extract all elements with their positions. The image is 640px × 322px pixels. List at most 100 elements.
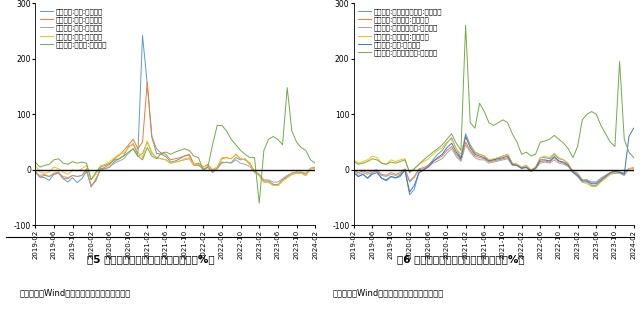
出口金额:箱包及类似容器:当月同比 <box>452 147 460 151</box>
出口金额:箱包及类似容器:当月同比 <box>410 187 418 191</box>
出口金额:箱包及类似容器:当月同比 <box>462 132 470 136</box>
出口金额:机电产品:当月同比 <box>350 168 358 172</box>
出口金额:欧盟:当月同比 <box>92 177 100 181</box>
出口金额:欧盟:当月同比 <box>311 166 319 170</box>
出口金额:俄罗斯:当月同比 <box>97 165 104 169</box>
出口金额:机电产品:当月同比 <box>504 156 511 160</box>
出口金额:日本:当月同比 <box>190 164 198 167</box>
出口金额:俄罗斯:当月同比 <box>255 201 263 205</box>
出口金额:集成电路:当月同比 <box>522 164 530 167</box>
出口金额:箱包及类似容器:当月同比 <box>630 166 637 170</box>
出口金额:美国:当月同比 <box>92 179 100 183</box>
出口金额:高新技术产品:当月同比 <box>420 167 428 171</box>
出口金额:欧盟:当月同比 <box>87 185 95 189</box>
出口金额:俄罗斯:当月同比 <box>31 160 39 164</box>
出口金额:日本:当月同比 <box>284 174 291 177</box>
出口金额:汽车包括底盘:当月同比 <box>406 171 413 175</box>
出口金额:东盟:当月同比 <box>97 164 104 167</box>
出口金额:俄罗斯:当月同比 <box>129 147 137 151</box>
Line: 出口金额:汽车包括底盘:当月同比: 出口金额:汽车包括底盘:当月同比 <box>354 25 634 173</box>
出口金额:美国:当月同比 <box>311 165 319 169</box>
出口金额:东盟:当月同比 <box>186 156 193 160</box>
出口金额:高新技术产品:当月同比 <box>452 155 460 158</box>
Line: 出口金额:欧盟:当月同比: 出口金额:欧盟:当月同比 <box>35 82 315 187</box>
出口金额:俄罗斯:当月同比 <box>311 161 319 165</box>
出口金额:美国:当月同比 <box>134 152 141 156</box>
出口金额:欧盟:当月同比 <box>101 165 109 169</box>
出口金额:高新技术产品:当月同比 <box>508 164 516 167</box>
出口金额:箱包及类似容器:当月同比 <box>602 176 609 180</box>
出口金额:俄罗斯:当月同比 <box>180 147 188 151</box>
出口金额:集成电路:当月同比 <box>630 166 637 170</box>
出口金额:欧盟:当月同比 <box>31 170 39 174</box>
出口金额:东盟:当月同比 <box>311 166 319 170</box>
出口金额:东盟:当月同比 <box>143 139 151 143</box>
Line: 出口金额:箱包及类似容器:当月同比: 出口金额:箱包及类似容器:当月同比 <box>354 134 634 195</box>
出口金额:集成电路:当月同比 <box>448 137 456 141</box>
出口金额:机电产品:当月同比 <box>588 180 595 184</box>
Legend: 出口金额:箱包及类似容器:当月同比, 出口金额:机电产品:当月同比, 出口金额:高新技术产品:当月同比, 出口金额:集成电路:当月同比, 出口金额:鞋靴:当月同: 出口金额:箱包及类似容器:当月同比, 出口金额:机电产品:当月同比, 出口金额:… <box>357 7 444 58</box>
出口金额:机电产品:当月同比 <box>630 166 637 170</box>
出口金额:鞋靴:当月同比 <box>406 190 413 194</box>
出口金额:汽车包括底盘:当月同比 <box>508 132 516 136</box>
出口金额:箱包及类似容器:当月同比 <box>406 193 413 197</box>
出口金额:汽车包括底盘:当月同比 <box>452 141 460 145</box>
出口金额:日本:当月同比 <box>143 140 151 144</box>
出口金额:箱包及类似容器:当月同比 <box>508 161 516 165</box>
出口金额:东盟:当月同比 <box>31 164 39 167</box>
出口金额:欧盟:当月同比 <box>190 162 198 166</box>
出口金额:美国:当月同比 <box>209 171 216 175</box>
出口金额:鞋靴:当月同比 <box>630 126 637 130</box>
出口金额:机电产品:当月同比 <box>462 140 470 144</box>
出口金额:高新技术产品:当月同比 <box>602 174 609 177</box>
Line: 出口金额:机电产品:当月同比: 出口金额:机电产品:当月同比 <box>354 142 634 182</box>
出口金额:集成电路:当月同比 <box>504 152 511 156</box>
出口金额:汽车包括底盘:当月同比 <box>462 24 470 27</box>
出口金额:日本:当月同比 <box>134 155 141 158</box>
出口金额:美国:当月同比 <box>31 168 39 172</box>
Line: 出口金额:东盟:当月同比: 出口金额:东盟:当月同比 <box>35 141 315 185</box>
出口金额:欧盟:当月同比 <box>134 147 141 151</box>
出口金额:鞋靴:当月同比 <box>597 178 605 182</box>
出口金额:东盟:当月同比 <box>204 164 212 167</box>
出口金额:日本:当月同比 <box>31 171 39 175</box>
出口金额:箱包及类似容器:当月同比 <box>420 168 428 172</box>
出口金额:美国:当月同比 <box>139 33 147 37</box>
出口金额:日本:当月同比 <box>101 167 109 171</box>
出口金额:鞋靴:当月同比 <box>410 184 418 187</box>
出口金额:高新技术产品:当月同比 <box>406 180 413 184</box>
出口金额:机电产品:当月同比 <box>522 165 530 169</box>
出口金额:美国:当月同比 <box>190 162 198 166</box>
出口金额:高新技术产品:当月同比 <box>630 167 637 171</box>
出口金额:高新技术产品:当月同比 <box>527 170 535 174</box>
出口金额:鞋靴:当月同比 <box>452 150 460 154</box>
出口金额:东盟:当月同比 <box>87 178 95 182</box>
出口金额:高新技术产品:当月同比 <box>462 143 470 147</box>
出口金额:集成电路:当月同比 <box>406 171 413 175</box>
出口金额:箱包及类似容器:当月同比 <box>350 171 358 175</box>
出口金额:集成电路:当月同比 <box>462 135 470 138</box>
出口金额:美国:当月同比 <box>87 184 95 187</box>
出口金额:鞋靴:当月同比 <box>350 171 358 175</box>
出口金额:欧盟:当月同比 <box>143 80 151 84</box>
Text: 数据来源：Wind，北京大学国民经济研究中心: 数据来源：Wind，北京大学国民经济研究中心 <box>19 289 131 298</box>
Line: 出口金额:美国:当月同比: 出口金额:美国:当月同比 <box>35 35 315 185</box>
出口金额:机电产品:当月同比 <box>448 145 456 148</box>
Text: 数据来源：Wind，北京大学国民经济研究中心: 数据来源：Wind，北京大学国民经济研究中心 <box>333 289 444 298</box>
Text: 图5 中国对主要经济体出口同比增速（%）: 图5 中国对主要经济体出口同比增速（%） <box>86 254 214 264</box>
出口金额:美国:当月同比 <box>284 175 291 178</box>
出口金额:欧盟:当月同比 <box>284 176 291 180</box>
出口金额:箱包及类似容器:当月同比 <box>527 168 535 172</box>
出口金额:日本:当月同比 <box>209 170 216 174</box>
出口金额:汽车包括底盘:当月同比 <box>527 154 535 158</box>
出口金额:机电产品:当月同比 <box>415 167 423 171</box>
Legend: 出口金额:美国:当月同比, 出口金额:欧盟:当月同比, 出口金额:日本:当月同比, 出口金额:东盟:当月同比, 出口金额:俄罗斯:当月同比: 出口金额:美国:当月同比, 出口金额:欧盟:当月同比, 出口金额:日本:当月同比… <box>38 7 108 50</box>
Text: 图6 中国主要出口商品出口同比增速（%）: 图6 中国主要出口商品出口同比增速（%） <box>397 254 525 264</box>
出口金额:东盟:当月同比 <box>269 184 277 187</box>
出口金额:日本:当月同比 <box>311 167 319 171</box>
出口金额:汽车包括底盘:当月同比 <box>420 158 428 162</box>
出口金额:汽车包括底盘:当月同比 <box>350 160 358 164</box>
出口金额:机电产品:当月同比 <box>406 179 413 183</box>
出口金额:鞋靴:当月同比 <box>420 168 428 172</box>
Line: 出口金额:高新技术产品:当月同比: 出口金额:高新技术产品:当月同比 <box>354 145 634 182</box>
